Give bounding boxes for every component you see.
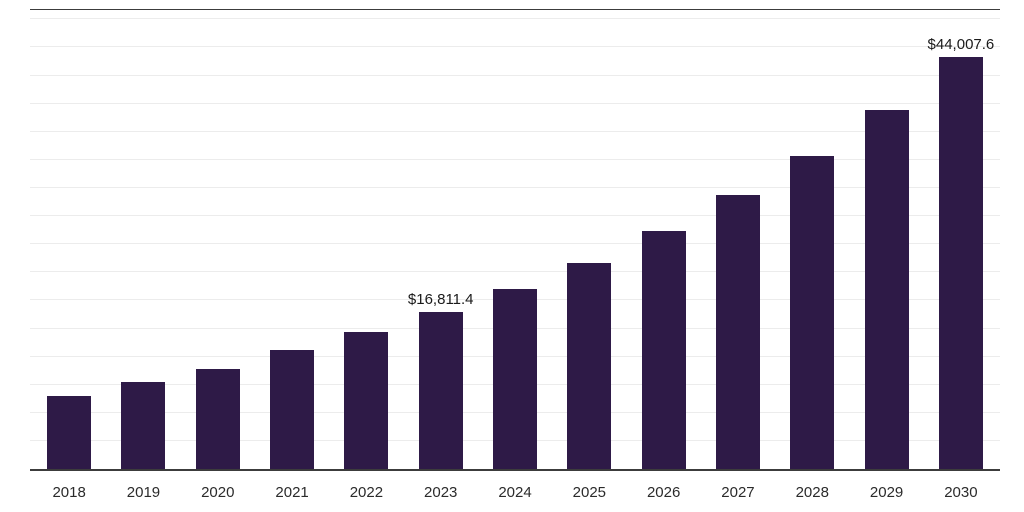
bar xyxy=(567,262,612,469)
x-tick-label: 2026 xyxy=(646,484,681,501)
plot-area: $16,811.4 $44,007.6 xyxy=(30,9,1000,471)
bar-slot xyxy=(181,10,255,469)
x-tick-label: 2019 xyxy=(126,484,161,501)
bar xyxy=(270,350,315,469)
bar-slot xyxy=(478,10,552,469)
bar-slot xyxy=(627,10,701,469)
bar-slot xyxy=(775,10,849,469)
bar xyxy=(864,110,909,469)
x-tick-label: 2030 xyxy=(944,484,978,501)
bar-slot xyxy=(106,10,180,469)
x-tick-label: 2029 xyxy=(869,484,904,501)
bar xyxy=(121,381,166,469)
bar xyxy=(641,231,686,469)
bar-slot xyxy=(32,10,106,469)
x-tick-label: 2018 xyxy=(52,484,86,501)
bar-slot xyxy=(255,10,329,469)
x-tick-label: 2027 xyxy=(721,484,755,501)
x-axis-labels: 2018 2019 2020 2021 2022 2023 2024 2025 2026 2027… xyxy=(30,473,1000,512)
bar-slot xyxy=(849,10,923,469)
bar-slot: $44,007.6 xyxy=(924,10,998,469)
bar-slot: $16,811.4 xyxy=(404,10,478,469)
bar-slot xyxy=(701,10,775,469)
bar xyxy=(715,195,760,469)
x-tick-label: 2028 xyxy=(795,484,829,501)
bar xyxy=(344,332,389,469)
x-tick-label: 2021 xyxy=(275,484,309,501)
bar xyxy=(938,56,983,469)
bars-row: $16,811.4 $44,007.6 xyxy=(30,10,1000,469)
bar xyxy=(195,368,240,469)
x-tick-label: 2020 xyxy=(201,484,235,501)
x-tick-label: 2023 xyxy=(424,484,458,501)
value-label: $16,811.4 xyxy=(407,290,474,308)
bar-slot xyxy=(552,10,626,469)
value-label: $44,007.6 xyxy=(927,35,995,53)
bar xyxy=(418,311,463,469)
x-tick-label: 2022 xyxy=(349,484,384,501)
x-tick-label: 2025 xyxy=(572,484,607,501)
bar xyxy=(493,289,538,469)
bar xyxy=(790,156,835,469)
bar xyxy=(47,395,92,469)
bar-slot xyxy=(329,10,403,469)
x-tick-label: 2024 xyxy=(498,484,532,501)
